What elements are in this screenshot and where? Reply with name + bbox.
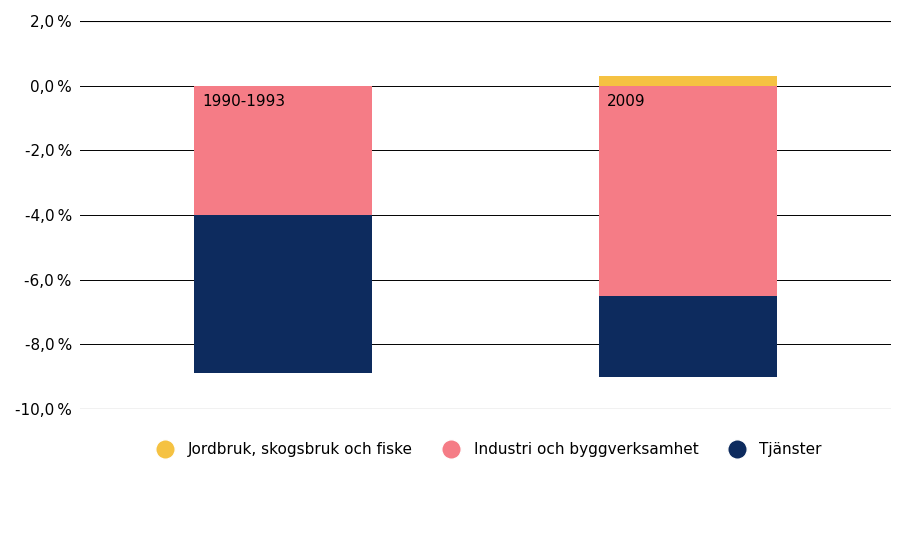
- Legend: Jordbruk, skogsbruk och fiske, Industri och byggverksamhet, Tjänster: Jordbruk, skogsbruk och fiske, Industri …: [143, 436, 828, 464]
- Text: 2009: 2009: [607, 94, 646, 109]
- Bar: [599, 296, 777, 377]
- Bar: [599, 86, 777, 296]
- Bar: [599, 76, 777, 86]
- Bar: [194, 215, 372, 374]
- Text: 1990-1993: 1990-1993: [202, 94, 285, 109]
- Bar: [194, 86, 372, 215]
